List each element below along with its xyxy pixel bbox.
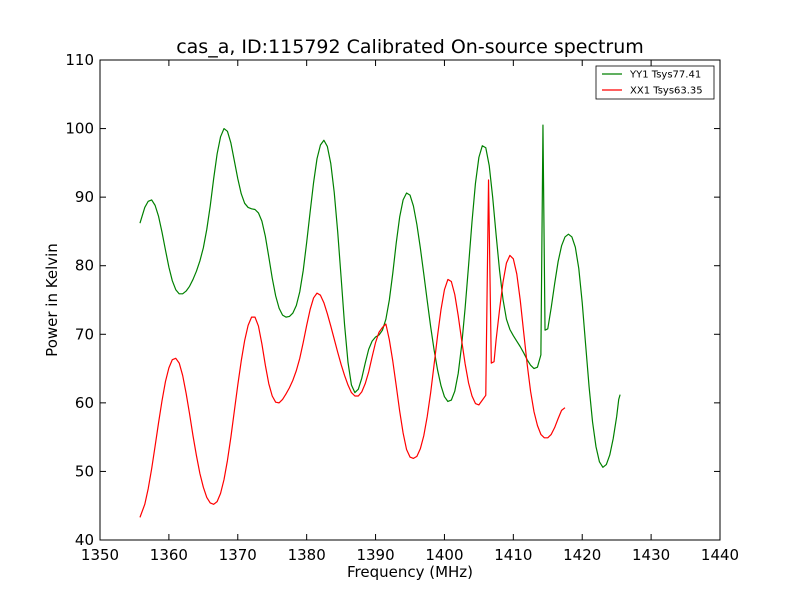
x-tick-label: 1390 [356, 546, 394, 564]
x-tick-label: 1430 [632, 546, 670, 564]
x-tick-label: 1370 [219, 546, 257, 564]
y-tick-label: 90 [75, 188, 94, 206]
x-axis-label: Frequency (MHz) [347, 563, 473, 581]
x-tick-label: 1410 [494, 546, 532, 564]
axes-frame [99, 59, 721, 541]
x-tick-label: 1380 [288, 546, 326, 564]
legend-label-yy1: YY1 Tsys77.41 [629, 70, 701, 81]
y-tick-label: 100 [65, 120, 94, 138]
x-tick-label: 1360 [150, 546, 188, 564]
plot-area: 1350 1360 1370 1380 1390 1400 1410 1420 1430 1440… [65, 51, 739, 564]
y-axis-label: Power in Kelvin [43, 243, 61, 357]
y-tick-label: 60 [75, 394, 94, 412]
legend: YY1 Tsys77.41 XX1 Tsys63.35 [595, 65, 715, 100]
chart-title: cas_a, ID:115792 Calibrated On-source sp… [176, 36, 644, 58]
y-tick-label: 50 [75, 462, 94, 480]
legend-label-xx1: XX1 Tsys63.35 [630, 86, 703, 97]
x-tick-label: 1400 [425, 546, 463, 564]
x-tick-label: 1350 [81, 546, 119, 564]
legend-frame [595, 65, 715, 100]
series-line-yy1 [139, 124, 621, 468]
y-tick-label: 110 [65, 51, 94, 69]
x-tick-label: 1440 [701, 546, 739, 564]
x-tick-label: 1420 [563, 546, 601, 564]
y-axis-ticks: 40 50 60 70 80 90 100 110 [65, 51, 720, 549]
y-tick-label: 80 [75, 257, 94, 275]
x-axis-ticks: 1350 1360 1370 1380 1390 1400 1410 1420 1430 1440 [81, 60, 739, 564]
series-line-xx1 [139, 179, 566, 518]
y-tick-label: 40 [75, 531, 94, 549]
y-tick-label: 70 [75, 325, 94, 343]
series-layer [139, 124, 621, 518]
